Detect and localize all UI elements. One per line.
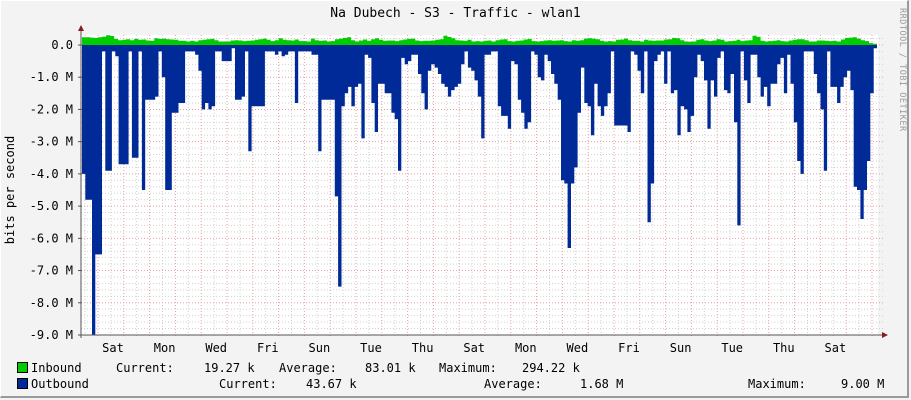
y-tick-label: -7.0 M xyxy=(30,264,73,278)
y-tick-label: -2.0 M xyxy=(30,102,73,116)
legend-outbound: Outbound xyxy=(17,377,89,391)
outbound-label: Outbound xyxy=(31,377,89,391)
outbound-current-label: Current: xyxy=(219,377,277,391)
x-tick-label: Thu xyxy=(773,341,795,355)
y-tick-label: -1.0 M xyxy=(30,70,73,84)
outbound-maximum-value: 9.00 M xyxy=(841,377,885,391)
inbound-current-label: Current: xyxy=(116,361,174,375)
rrdtool-watermark: RRDTOOL / TOBI OETIKER xyxy=(897,8,907,132)
x-tick-label: Mon xyxy=(515,341,537,355)
outbound-swatch xyxy=(17,378,28,389)
x-tick-label: Fri xyxy=(257,341,279,355)
x-tick-labels: Sat Mon Wed Fri Sun Tue Thu Sat Mon Wed Fri Sun Tue T… xyxy=(102,341,846,355)
outbound-average-value: 1.68 M xyxy=(580,377,624,391)
minor-gridlines xyxy=(81,35,884,338)
y-tick-label: -5.0 M xyxy=(30,199,73,213)
x-tick-label: Mon xyxy=(154,341,176,355)
inbound-average-value: 83.01 k xyxy=(365,361,416,375)
inbound-maximum-label: Maximum: xyxy=(439,361,497,375)
inbound-label: Inbound xyxy=(31,361,82,375)
x-tick-label: Sat xyxy=(825,341,847,355)
x-tick-label: Sat xyxy=(463,341,485,355)
y-tick-label: 0.0 xyxy=(51,38,73,52)
outbound-current-value: 43.67 k xyxy=(306,377,357,391)
y-tick-label: -4.0 M xyxy=(30,167,73,181)
inbound-series xyxy=(82,35,877,45)
x-tick-label: Sun xyxy=(309,341,331,355)
x-tick-label: Tue xyxy=(721,341,743,355)
y-tick-label: -8.0 M xyxy=(30,296,73,310)
inbound-current-value: 19.27 k xyxy=(204,361,255,375)
outbound-maximum-label: Maximum: xyxy=(748,377,806,391)
y-tick-labels: 0.0 -1.0 M -2.0 M -3.0 M -4.0 M -5.0 M -6.0 M -… xyxy=(30,38,73,342)
y-tick-label: -9.0 M xyxy=(30,328,73,342)
x-tick-label: Wed xyxy=(567,341,589,355)
axes xyxy=(78,25,888,338)
x-tick-label: Sun xyxy=(670,341,692,355)
x-tick-label: Tue xyxy=(360,341,382,355)
outbound-series xyxy=(82,45,877,335)
legend-inbound: Inbound xyxy=(17,361,82,375)
x-tick-label: Thu xyxy=(412,341,434,355)
y-tick-label: -6.0 M xyxy=(30,231,73,245)
inbound-swatch xyxy=(17,362,28,373)
inbound-maximum-value: 294.22 k xyxy=(522,361,580,375)
x-tick-label: Fri xyxy=(618,341,640,355)
x-tick-label: Wed xyxy=(205,341,227,355)
y-tick-label: -3.0 M xyxy=(30,135,73,149)
x-tick-label: Sat xyxy=(102,341,124,355)
graph-title: Na Dubech - S3 - Traffic - wlan1 xyxy=(330,6,581,21)
outbound-average-label: Average: xyxy=(484,377,542,391)
inbound-average-label: Average: xyxy=(279,361,337,375)
